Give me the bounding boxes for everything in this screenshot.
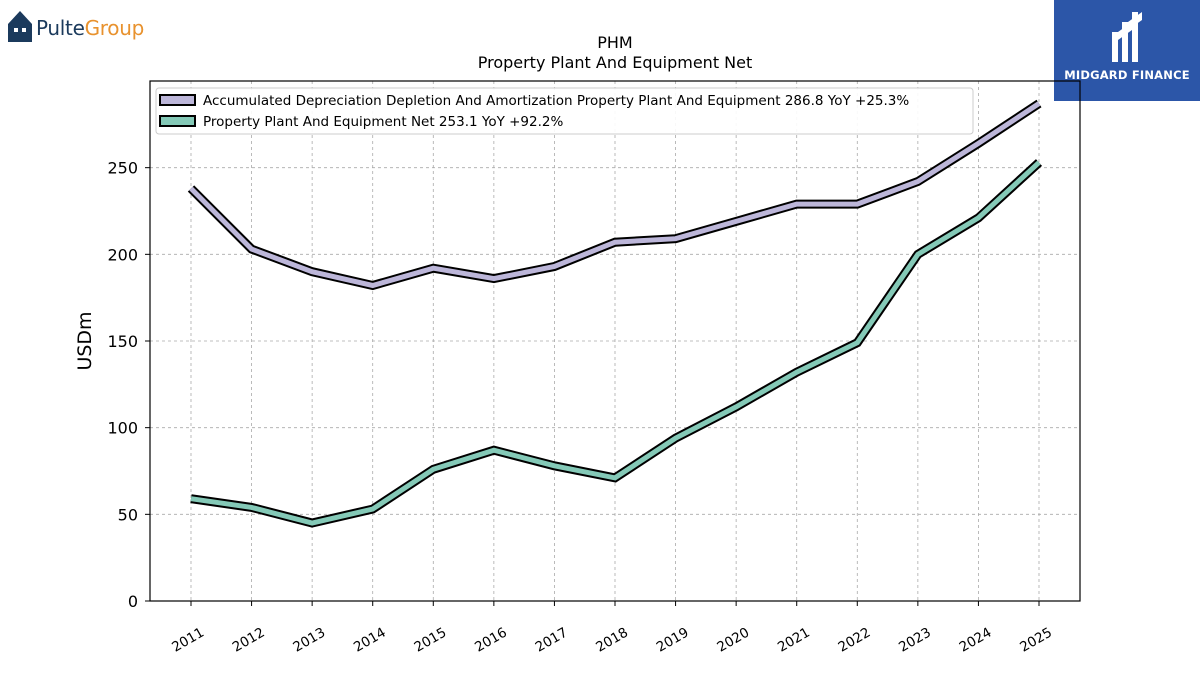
midgard-emblem-icon	[1112, 12, 1142, 62]
y-tick-label: 150	[107, 332, 138, 351]
y-axis-label: USDm	[74, 311, 96, 370]
y-tick-label: 200	[107, 245, 138, 264]
x-tick-label: 2024	[957, 625, 995, 656]
pultegroup-logo: PulteGroup	[6, 6, 156, 50]
series-line	[189, 101, 1041, 289]
x-tick-label: 2014	[351, 625, 389, 656]
y-tick-label: 50	[118, 505, 138, 524]
x-tick-label: 2025	[1017, 625, 1055, 656]
legend: Accumulated Depreciation Depletion And A…	[155, 87, 974, 135]
x-tick-label: 2013	[290, 625, 328, 656]
x-ticks: 2011 2012 2013 2014 2015 2016 2017 2018 2019 2020…	[169, 601, 1055, 656]
legend-label: Property Plant And Equipment Net 253.1 Y…	[203, 114, 563, 130]
y-ticks: 0 50 100 150 200 250	[107, 159, 150, 611]
legend-label: Accumulated Depreciation Depletion And A…	[203, 93, 909, 109]
midgard-finance-logo: MIDGARD FINANCE	[1054, 0, 1200, 101]
chart-subtitle: Property Plant And Equipment Net	[478, 53, 753, 72]
series-line	[190, 160, 1041, 526]
plot-frame	[149, 80, 1081, 602]
x-tick-label: 2021	[775, 625, 813, 656]
y-tick-label: 100	[107, 419, 138, 438]
series-line-outline	[190, 159, 1043, 528]
legend-swatch	[159, 94, 196, 106]
legend-swatch	[159, 115, 196, 127]
x-tick-label: 2017	[533, 625, 571, 656]
y-tick-label: 0	[128, 592, 138, 611]
x-tick-label: 2016	[472, 625, 510, 656]
pultegroup-logo-text: PulteGroup	[36, 16, 144, 40]
x-tick-label: 2018	[593, 625, 631, 656]
x-tick-label: 2015	[412, 625, 450, 656]
midgard-finance-text: MIDGARD FINANCE	[1064, 68, 1190, 82]
x-tick-label: 2019	[654, 625, 692, 656]
x-tick-label: 2011	[169, 625, 207, 656]
legend-box	[155, 87, 974, 135]
logo-part-2: Group	[84, 16, 145, 40]
x-tick-label: 2022	[836, 625, 874, 656]
y-tick-label: 250	[107, 159, 138, 178]
series-lines	[187, 99, 1043, 528]
logo-part-1: Pulte	[36, 16, 85, 40]
grid	[150, 81, 1080, 601]
x-tick-label: 2020	[714, 625, 752, 656]
house-icon	[8, 11, 32, 42]
x-tick-label: 2012	[230, 625, 268, 656]
x-tick-label: 2023	[896, 625, 934, 656]
chart-title: PHM	[597, 33, 632, 52]
